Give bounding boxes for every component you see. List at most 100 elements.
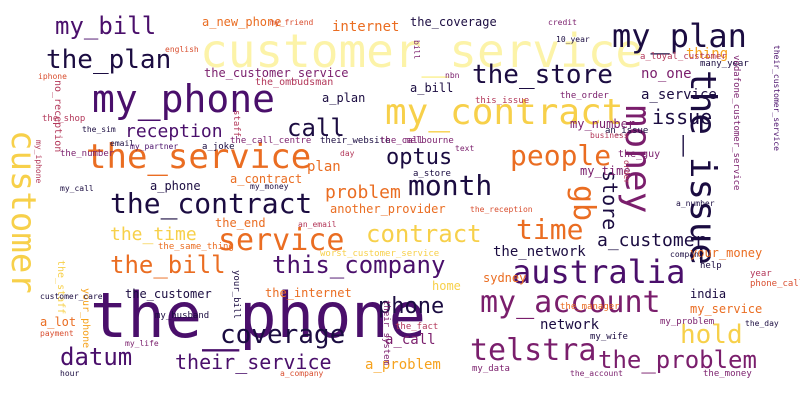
cloud-word-your-money: your_money: [690, 246, 763, 260]
cloud-word-many-year: many_year: [700, 59, 749, 69]
cloud-word-the-network: the_network: [493, 244, 586, 260]
cloud-word-my-plan: my_plan: [612, 17, 747, 55]
cloud-word-my-phone: my_phone: [92, 77, 276, 121]
cloud-word-a-contract: a_contract: [230, 172, 303, 186]
cloud-word-text: text: [455, 144, 475, 153]
cloud-word-my-time: my_time: [580, 164, 631, 178]
cloud-word-an-issue: an_issue: [605, 126, 649, 136]
cloud-word-business: business: [590, 131, 629, 140]
cloud-word-a-customer: a_customer: [597, 230, 706, 251]
cloud-word-email: email: [110, 139, 135, 148]
cloud-word-a-new-phone: a_new_phone: [202, 15, 282, 29]
cloud-word-company: company: [670, 250, 704, 259]
cloud-word-bill: bill: [412, 40, 421, 60]
cloud-word-this-company: this_company: [272, 251, 446, 279]
cloud-word-the-customer: the_customer: [125, 287, 212, 301]
cloud-word-the-manager: the_manager: [560, 302, 620, 312]
cloud-word-my-data: my_data: [472, 364, 510, 374]
cloud-word-iphone: iphone: [38, 72, 67, 81]
cloud-word-call: call: [287, 114, 345, 142]
cloud-word-problem: problem: [325, 182, 401, 203]
cloud-word-thing: thing: [686, 46, 729, 62]
cloud-word-the-phone: the_phone: [90, 279, 426, 352]
cloud-word-people: people: [510, 139, 612, 172]
cloud-word-day: day: [340, 149, 355, 158]
cloud-word-gb: gb: [566, 185, 601, 222]
cloud-word-staff: staff: [231, 110, 241, 138]
cloud-word-the-sim: the_sim: [82, 125, 116, 134]
cloud-word-reception: reception: [125, 121, 223, 142]
cloud-word-customer-care: customer_care: [40, 292, 103, 301]
cloud-word-another-provider: another_provider: [330, 202, 446, 216]
cloud-word-sydney: sydney: [483, 271, 527, 285]
cloud-word-network: network: [540, 317, 600, 333]
cloud-word-customer-service: customer_service: [200, 24, 644, 78]
cloud-word-the-order: the_order: [560, 91, 609, 101]
cloud-word-my-friend: my_friend: [270, 18, 314, 27]
cloud-word-a-problem: a_problem: [365, 357, 441, 373]
cloud-word-vodafone-customer-service: vodafone_customer_service: [731, 55, 741, 191]
cloud-word-my-call: my_call: [60, 184, 94, 193]
cloud-word-this-issue: this_issue: [475, 96, 530, 106]
cloud-word-their-system: their_system: [381, 300, 391, 366]
cloud-word-the-day: the_day: [745, 319, 779, 328]
cloud-word-no-one: no_one: [641, 66, 692, 82]
cloud-word-an-email: an_email: [298, 220, 337, 229]
cloud-word-the-account: the_account: [570, 369, 623, 378]
cloud-word-month: month: [408, 169, 493, 202]
cloud-word-the-staff: the_staff: [55, 260, 66, 315]
cloud-word-the-plan: the_plan: [46, 45, 172, 75]
cloud-word-worst-customer-service: worst_customer_service: [320, 249, 440, 259]
cloud-word-optus: optus: [386, 145, 453, 170]
cloud-word-service: service: [218, 223, 345, 258]
cloud-word-the-fact: the_fact: [395, 322, 439, 332]
cloud-word-the-ombudsman: the_ombudsman: [255, 77, 334, 88]
cloud-word-a-phone: a_phone: [150, 179, 201, 193]
cloud-word-a-service: a_service: [641, 87, 717, 103]
cloud-word-my-account: my_account: [480, 285, 661, 320]
cloud-word-time: time: [516, 213, 584, 246]
cloud-word-a-store: a_store: [413, 169, 451, 179]
cloud-word-hold: hold: [680, 320, 743, 350]
cloud-word-my-money: my_money: [250, 182, 289, 191]
cloud-word-payment: payment: [40, 329, 74, 338]
cloud-word-the-problem: the_problem: [598, 346, 757, 374]
cloud-word-phone-call: phone_call: [750, 279, 800, 289]
cloud-word-phone: phone: [378, 294, 445, 319]
cloud-word-a-lot: a_lot: [40, 315, 77, 329]
cloud-word-my-service: my_service: [690, 302, 763, 316]
cloud-word-year: year: [750, 269, 772, 279]
cloud-word-a-joke: a_joke: [202, 142, 235, 152]
cloud-word-melbourne: melbourne: [405, 136, 454, 146]
cloud-word-my-life: my_life: [125, 339, 159, 348]
cloud-word-no-reception: no_reception: [52, 80, 63, 153]
cloud-word-a-company: a_company: [280, 369, 324, 378]
cloud-word-the-call: the_call: [380, 136, 424, 146]
cloud-word-the-number: the_number: [60, 149, 115, 159]
cloud-word-the-call-centre: the_call_centre: [230, 136, 312, 146]
cloud-word-the-time: the_time: [110, 224, 197, 245]
cloud-word-nbn: nbn: [445, 71, 460, 80]
cloud-word-my-iphone: my_iphone: [34, 140, 43, 184]
cloud-word-the-service: the_service: [86, 137, 312, 177]
cloud-word-their-customer-service: their_customer_service: [772, 45, 781, 151]
cloud-word-my-number: my_number: [570, 117, 636, 131]
cloud-word-the-guy: the_guy: [618, 149, 661, 160]
cloud-word-the-bill: the_bill: [110, 251, 226, 279]
cloud-word-store: store: [598, 170, 622, 231]
cloud-word-the-same-thing: the_same_thing: [158, 242, 234, 252]
cloud-word-credit: credit: [548, 18, 577, 27]
cloud-word-issue: issue: [652, 105, 713, 129]
cloud-word-a-loyal-customer: a_loyal_customer: [640, 52, 727, 62]
cloud-word-order: order: [622, 160, 631, 185]
cloud-word-my-contract: my_contract: [385, 92, 624, 133]
cloud-word-a-call: a_call: [385, 332, 436, 348]
cloud-word-the-money: the_money: [703, 369, 752, 379]
cloud-word-plan: plan: [307, 159, 341, 175]
cloud-word-10-year: 10_year: [556, 35, 590, 44]
cloud-word-my-wife: my_wife: [590, 332, 628, 342]
cloud-word-my-problem: my_problem: [660, 317, 715, 327]
cloud-word-hour: hour: [60, 369, 80, 378]
cloud-word-my-husband: my_husband: [155, 311, 210, 321]
